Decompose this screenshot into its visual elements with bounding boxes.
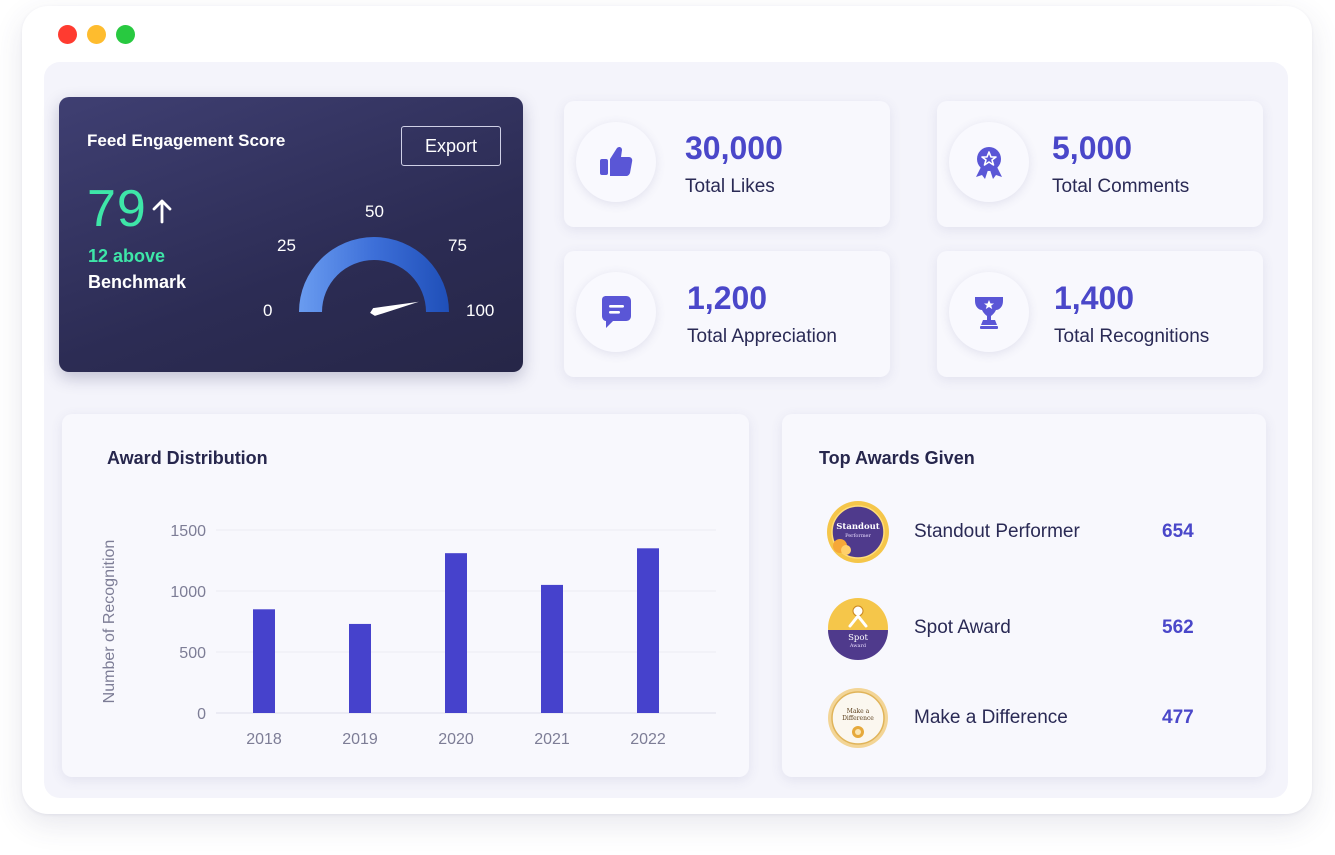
- stat-label: Total Likes: [685, 176, 775, 197]
- thumbs-up-icon: [600, 146, 633, 176]
- badge-subtext: Difference: [842, 715, 874, 722]
- engagement-card-title: Feed Engagement Score: [87, 131, 286, 150]
- engagement-score-value: 79: [87, 180, 147, 238]
- x-tick-label: 2020: [438, 731, 474, 748]
- badge-subtext: Award: [849, 643, 867, 649]
- stat-icon-circle: [576, 122, 656, 202]
- stat-card-comments: 5,000 Total Comments: [937, 101, 1263, 227]
- gauge-tick-label: 0: [263, 301, 272, 320]
- badge-text: Spot: [848, 633, 868, 643]
- y-axis-label: Number of Recognition: [101, 540, 118, 704]
- dashboard-canvas: Feed Engagement Score Export 79 12 above…: [44, 62, 1288, 798]
- stat-card-recognitions: 1,400 Total Recognitions: [937, 251, 1263, 377]
- top-awards-panel: Top Awards Given Standout Performer Stan…: [782, 414, 1266, 777]
- badge-text: Make a: [847, 708, 870, 715]
- y-tick-label: 500: [179, 645, 206, 662]
- award-name: Make a Difference: [914, 707, 1068, 728]
- close-window-button[interactable]: [58, 25, 77, 44]
- stat-value: 1,400: [1054, 280, 1135, 316]
- maximize-window-button[interactable]: [116, 25, 135, 44]
- gauge-tick-label: 100: [466, 301, 494, 320]
- engagement-score-card: Feed Engagement Score Export 79 12 above…: [59, 97, 523, 372]
- award-ribbon-icon: [976, 147, 1002, 179]
- stat-icon-circle: [576, 272, 656, 352]
- stat-value: 30,000: [685, 130, 783, 166]
- award-name: Spot Award: [914, 617, 1011, 638]
- x-tick-label: 2021: [534, 731, 570, 748]
- bar-2018: [253, 609, 275, 713]
- gauge-tick-label: 75: [448, 236, 467, 255]
- stat-label: Total Comments: [1052, 176, 1190, 197]
- stat-card-likes: 30,000 Total Likes: [564, 101, 890, 227]
- trend-up-icon: [152, 199, 172, 224]
- bar-2021: [541, 584, 563, 713]
- award-distribution-panel: Award Distribution 0 500 1000 1500 2018 2019 2…: [62, 414, 749, 777]
- y-tick-label: 1500: [170, 523, 206, 540]
- x-tick-label: 2022: [630, 731, 666, 748]
- stat-icon-circle: [949, 272, 1029, 352]
- badge-text: Standout: [836, 522, 880, 532]
- chat-bubble-icon: [602, 296, 631, 328]
- spot-award-badge: Spot Award: [828, 598, 888, 660]
- award-distribution-title: Award Distribution: [107, 448, 268, 468]
- award-count: 562: [1162, 617, 1194, 638]
- make-a-difference-badge: Make a Difference: [828, 688, 888, 748]
- stat-value: 1,200: [687, 280, 768, 316]
- gauge-needle: [370, 301, 419, 316]
- window-controls: [58, 25, 135, 44]
- y-tick-label: 1000: [170, 584, 206, 601]
- export-button[interactable]: Export: [401, 126, 501, 166]
- stat-label: Total Appreciation: [687, 326, 837, 347]
- minimize-window-button[interactable]: [87, 25, 106, 44]
- award-name: Standout Performer: [914, 521, 1080, 542]
- gauge-arc: [299, 237, 449, 312]
- app-window: Feed Engagement Score Export 79 12 above…: [22, 6, 1312, 814]
- gauge-tick-label: 50: [365, 202, 384, 221]
- engagement-gauge: 0 25 50 75 100: [263, 202, 494, 320]
- standout-performer-badge: Standout Performer: [827, 501, 889, 563]
- x-tick-label: 2019: [342, 731, 378, 748]
- top-awards-title: Top Awards Given: [819, 448, 975, 468]
- stat-card-appreciation: 1,200 Total Appreciation: [564, 251, 890, 377]
- above-benchmark-text: 12 above: [88, 246, 166, 266]
- badge-subtext: Performer: [845, 533, 871, 539]
- gauge-tick-label: 25: [277, 236, 296, 255]
- award-row-standout[interactable]: Standout Performer Standout Performer 65…: [826, 500, 1226, 570]
- bar-2019: [349, 623, 371, 713]
- bar-2020: [445, 553, 467, 713]
- stat-value: 5,000: [1052, 130, 1133, 166]
- y-tick-label: 0: [197, 706, 206, 723]
- award-row-spot[interactable]: Spot Award Spot Award 562: [826, 596, 1226, 666]
- award-count: 654: [1162, 521, 1194, 542]
- trophy-icon: [975, 297, 1003, 329]
- benchmark-label: Benchmark: [88, 272, 187, 292]
- award-count: 477: [1162, 707, 1194, 728]
- stat-icon-circle: [949, 122, 1029, 202]
- stat-label: Total Recognitions: [1054, 326, 1210, 347]
- award-row-difference[interactable]: Make a Difference Make a Difference 477: [826, 686, 1226, 756]
- x-tick-label: 2018: [246, 731, 282, 748]
- bar-2022: [637, 548, 659, 713]
- award-distribution-chart: 0 500 1000 1500 2018 2019 2020 2021 2022 Number o…: [101, 523, 716, 748]
